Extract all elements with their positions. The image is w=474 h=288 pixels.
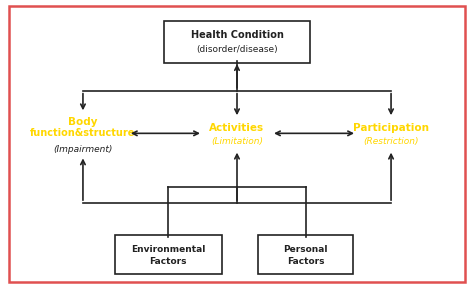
Text: (disorder/disease): (disorder/disease) <box>196 45 278 54</box>
Text: Activities: Activities <box>210 123 264 132</box>
Text: Environmental: Environmental <box>131 245 205 254</box>
Text: (Limitation): (Limitation) <box>211 137 263 146</box>
Text: function&structure: function&structure <box>30 128 136 138</box>
FancyBboxPatch shape <box>115 236 221 274</box>
Text: Factors: Factors <box>149 257 187 266</box>
Text: (Impairment): (Impairment) <box>53 145 113 154</box>
Text: Factors: Factors <box>287 257 325 266</box>
Text: Health Condition: Health Condition <box>191 30 283 39</box>
Text: Body: Body <box>68 117 98 127</box>
FancyBboxPatch shape <box>258 236 353 274</box>
Text: (Restriction): (Restriction) <box>363 137 419 146</box>
Text: Participation: Participation <box>353 123 429 132</box>
FancyBboxPatch shape <box>164 21 310 63</box>
Text: Personal: Personal <box>283 245 328 254</box>
FancyBboxPatch shape <box>9 6 465 282</box>
